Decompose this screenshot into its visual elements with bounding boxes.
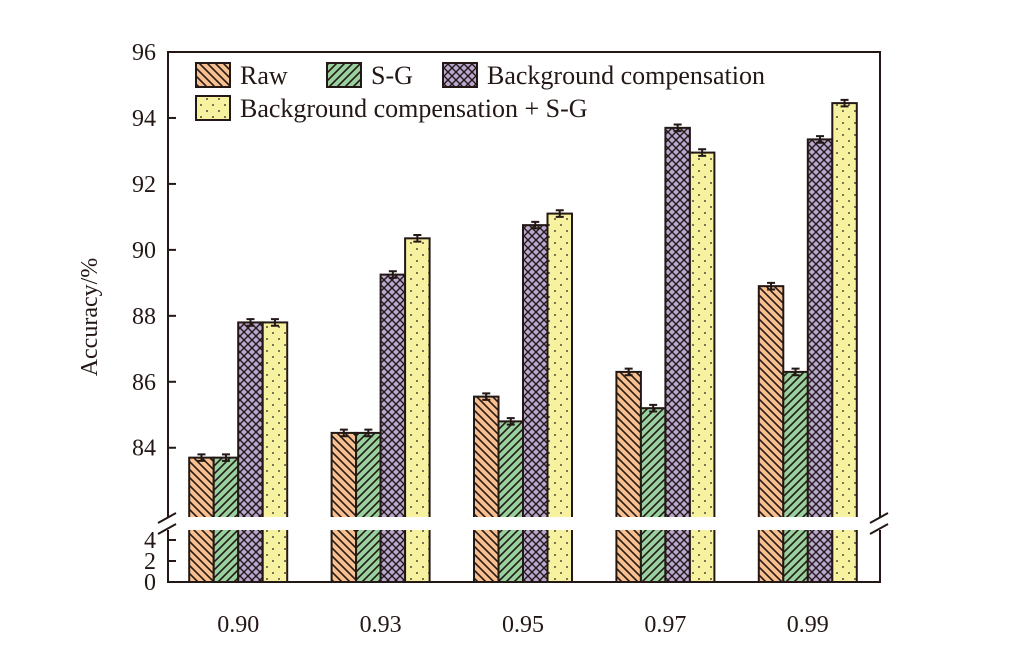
error-bar (816, 135, 825, 144)
x-tick-label: 0.97 (644, 612, 686, 638)
legend-swatch (195, 95, 231, 121)
bar (639, 407, 667, 584)
bar-background-compensation-0.99 (806, 135, 834, 583)
legend-item-raw: Raw (195, 61, 288, 90)
error-bar (698, 148, 707, 157)
legend-swatch (442, 62, 478, 88)
bar (379, 273, 407, 583)
bar (355, 431, 382, 584)
bar-raw-0.93 (330, 428, 358, 584)
bars-layer (188, 98, 858, 584)
y-tick-label: 96 (132, 40, 156, 66)
bar (330, 431, 358, 584)
bar (615, 370, 642, 583)
error-bar (413, 234, 422, 243)
x-tick-label: 0.99 (787, 612, 829, 638)
legend-label: S-G (371, 61, 413, 90)
x-tick-label: 0.93 (360, 612, 402, 638)
bar (473, 395, 500, 583)
error-bar (364, 428, 373, 438)
y-tick-label: 84 (132, 436, 156, 462)
legend-swatch (326, 62, 362, 88)
y-axis-label: Accuracy/% (77, 258, 103, 377)
y-tick-label: 88 (132, 304, 156, 330)
axis-break-marks (157, 512, 889, 535)
x-tick-label: 0.90 (217, 612, 259, 638)
bar (831, 102, 858, 583)
bar-background-compensation-0.97 (664, 123, 691, 583)
error-bar (767, 281, 776, 291)
legend-label: Background compensation + S-G (240, 94, 588, 123)
bar-s-g-0.99 (782, 367, 809, 583)
bar (782, 370, 809, 583)
bar-s-g-0.93 (355, 428, 382, 584)
bar-s-g-0.97 (639, 403, 667, 584)
legend-swatch (195, 62, 231, 88)
y-tick-label: 90 (132, 238, 156, 264)
axis-break-gap (158, 517, 890, 530)
legend-label: Background compensation (487, 61, 765, 90)
bar-background-compensation-s-g-0.90 (261, 318, 289, 583)
error-bar (221, 453, 230, 462)
bar (806, 138, 834, 583)
legend-item-background-compensation: Background compensation (442, 61, 765, 90)
y-tick-label: 94 (132, 106, 156, 132)
y-tick-label: 4 (144, 528, 156, 554)
bar-raw-0.97 (615, 367, 642, 583)
legend: Raw S-G Background compensation Background … (195, 61, 765, 123)
y-tick-label: 86 (132, 370, 156, 396)
x-tick-label: 0.95 (502, 612, 544, 638)
legend-item-background-compensation-s-g: Background compensation + S-G (195, 94, 588, 123)
error-bar (246, 318, 255, 327)
legend-item-s-g: S-G (326, 61, 413, 90)
error-bar (555, 209, 564, 218)
error-bar (649, 403, 658, 413)
error-bar (531, 220, 540, 230)
bar (664, 126, 691, 583)
error-bar (482, 392, 491, 401)
bar-background-compensation-s-g-0.97 (688, 148, 716, 583)
bar (237, 321, 264, 583)
error-bar (270, 318, 279, 327)
error-bar (339, 428, 348, 438)
error-bar (791, 367, 800, 377)
bar (497, 420, 524, 583)
y-tick-label: 0 (144, 570, 156, 596)
axes-layer: 0.90 0.93 0.95 0.97 0.99 84 86 88 90 92 94 96 024 (132, 40, 890, 638)
axis-frame-upper (167, 51, 881, 517)
error-bar (388, 270, 397, 279)
y-tick-label: 2 (144, 549, 156, 575)
bar-background-compensation-s-g-0.99 (831, 98, 858, 583)
error-bar (624, 367, 633, 377)
error-bar (673, 123, 682, 133)
bar-raw-0.99 (757, 281, 785, 583)
bar (261, 321, 289, 583)
bar (404, 237, 431, 584)
y-tick-label: 92 (132, 172, 156, 198)
error-bar (197, 453, 206, 462)
error-bar (840, 98, 849, 108)
axis-frame-lower (167, 530, 881, 583)
bar (757, 285, 785, 583)
bar-s-g-0.95 (497, 417, 524, 583)
legend-label: Raw (240, 61, 288, 90)
error-bar (506, 417, 515, 426)
bar-background-compensation-0.90 (237, 318, 264, 583)
bar-raw-0.95 (473, 392, 500, 583)
bar-background-compensation-0.93 (379, 270, 407, 583)
